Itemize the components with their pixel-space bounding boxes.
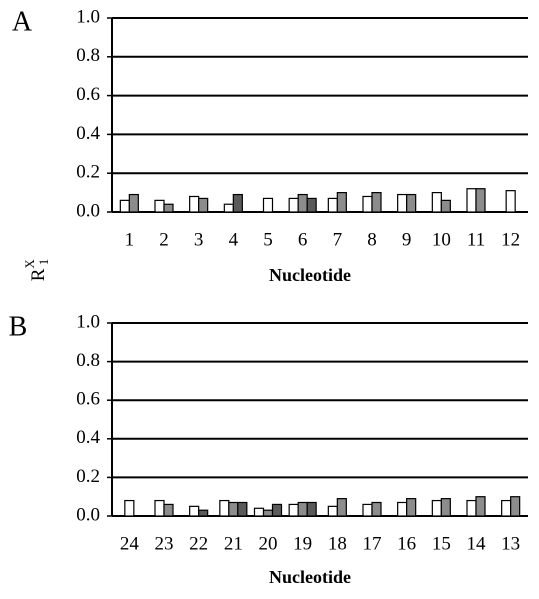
bar [119, 199, 130, 213]
bar [237, 501, 248, 517]
bar [262, 197, 274, 213]
bar [371, 192, 382, 213]
bar [431, 499, 442, 517]
x-tick-label: 15 [432, 533, 451, 554]
x-tick-label: 20 [259, 533, 278, 554]
bar [510, 496, 521, 517]
y-tick-label: 0.6 [76, 389, 100, 410]
bar [336, 498, 347, 517]
x-tick-label: 10 [432, 229, 451, 250]
bar [440, 199, 451, 213]
bar [124, 499, 135, 517]
bar [219, 499, 230, 517]
y-tick-label: 1.0 [76, 311, 100, 332]
x-tick-label: 7 [333, 229, 343, 250]
bar [189, 505, 200, 517]
bar [163, 503, 174, 517]
bar [475, 496, 486, 517]
x-tick-label: 18 [328, 533, 347, 554]
x-tick-label: 6 [298, 229, 308, 250]
x-tick-label: 19 [293, 533, 312, 554]
x-tick-label: 24 [120, 533, 140, 554]
y-label-base: R [28, 268, 49, 281]
x-axis-label: Nucleotide [269, 567, 351, 587]
x-tick-label: 23 [155, 533, 174, 554]
bar [228, 501, 239, 517]
bar [397, 193, 408, 213]
bar [163, 203, 174, 213]
bar [406, 498, 417, 517]
panel-label: B [9, 311, 28, 342]
bar [371, 501, 382, 517]
bar [271, 503, 283, 517]
bar [397, 501, 408, 517]
bar [253, 507, 265, 517]
bar [128, 193, 139, 213]
x-tick-label: 8 [367, 229, 377, 250]
bar [223, 203, 234, 213]
bar [297, 193, 308, 213]
x-tick-label: 3 [194, 229, 204, 250]
x-tick-label: 11 [467, 229, 485, 250]
bar [362, 195, 373, 213]
x-tick-label: 17 [363, 533, 382, 554]
y-tick-label: 0.6 [76, 84, 100, 105]
bar [475, 188, 486, 213]
bar [232, 193, 243, 213]
y-tick-label: 0.4 [76, 427, 100, 448]
bar [466, 499, 477, 517]
y-label-sup: X [22, 259, 37, 269]
y-tick-label: 0.8 [76, 350, 100, 371]
bar [306, 501, 317, 517]
x-tick-label: 13 [501, 533, 520, 554]
y-tick-label: 0.0 [76, 504, 100, 525]
x-tick-label: 9 [402, 229, 412, 250]
x-tick-label: 16 [397, 533, 416, 554]
bar [440, 498, 451, 517]
x-tick-label: 2 [159, 229, 169, 250]
y-tick-label: 0.4 [76, 123, 100, 144]
y-tick-label: 0.2 [76, 466, 100, 487]
bar [466, 188, 477, 213]
bar [198, 509, 209, 517]
x-axis-label: Nucleotide [269, 265, 351, 285]
bar [262, 509, 274, 517]
bar [505, 190, 516, 213]
bar [288, 197, 299, 213]
y-tick-label: 0.2 [76, 162, 100, 183]
bar [198, 197, 209, 213]
x-tick-label: 21 [224, 533, 243, 554]
bar [306, 197, 317, 213]
y-label-sub: 1 [36, 259, 51, 266]
y-axis-label: RX1 [22, 259, 51, 282]
bar [189, 195, 200, 213]
bar [154, 499, 165, 517]
bar [501, 499, 512, 517]
y-tick-label: 0.0 [76, 200, 100, 221]
x-tick-label: 1 [125, 229, 135, 250]
x-tick-label: 4 [229, 229, 239, 250]
bar [362, 503, 373, 517]
x-tick-label: 5 [263, 229, 273, 250]
panel-label: A [12, 6, 33, 37]
bar [327, 197, 338, 213]
y-tick-label: 1.0 [76, 6, 100, 27]
bar [288, 503, 299, 517]
bar [154, 199, 165, 213]
bar [336, 192, 347, 213]
bar [406, 193, 417, 213]
bar [431, 192, 442, 213]
x-tick-label: 22 [189, 533, 208, 554]
x-tick-label: 12 [501, 229, 520, 250]
y-tick-label: 0.8 [76, 45, 100, 66]
bar [297, 501, 308, 517]
bar [327, 505, 338, 517]
x-tick-label: 14 [467, 533, 487, 554]
